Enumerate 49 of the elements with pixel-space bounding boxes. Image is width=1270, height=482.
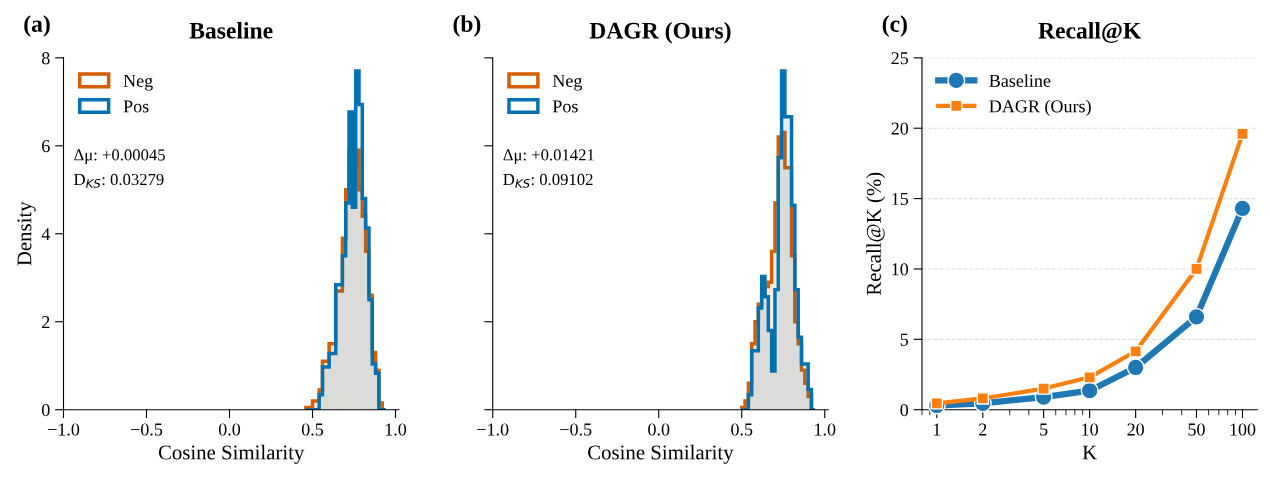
y-tick-label: 0 [900, 403, 909, 417]
chart-title: DAGR (Ours) [589, 22, 731, 44]
x-tick-label: 1.0 [385, 423, 407, 436]
annotation: D$_{KS}$: 0.03279 [74, 173, 164, 188]
text: (b) [453, 15, 481, 37]
y-axis-title: Recall@K (%) [866, 172, 886, 296]
x-tick-label: 100 [1230, 423, 1256, 436]
y-tick-label: 25 [891, 52, 909, 65]
x-tick-label: 50 [1188, 423, 1205, 436]
annotation: Δμ: +0.01421 [503, 149, 594, 164]
y-tick-label: 5 [900, 333, 909, 346]
chart-title: Recall@K [1038, 22, 1142, 43]
legend-label: Neg [552, 74, 583, 91]
annotation: D$_{KS}$: 0.09102 [503, 173, 593, 188]
x-tick-label: 0.0 [648, 423, 670, 436]
x-axis-title: K [1082, 445, 1097, 460]
y-tick-label: 4 [41, 228, 51, 241]
x-tick-label: 0.5 [301, 423, 324, 436]
text: (c) [882, 15, 907, 37]
x-tick-label: 0.0 [218, 423, 241, 436]
x-tick-label: 1.0 [815, 423, 836, 436]
x-axis-title: Cosine Similarity [158, 444, 305, 464]
x-tick-label: −0.5 [131, 423, 163, 436]
chart-title: Baseline [189, 22, 273, 39]
y-tick-label: 2 [42, 316, 50, 328]
y-axis-title: Density [17, 201, 36, 266]
x-tick-label: −1.0 [48, 423, 80, 436]
x-tick-label: 1 [933, 423, 941, 436]
x-axis-title: Cosine Similarity [588, 444, 734, 464]
annotation: Δμ: +0.00045 [74, 149, 165, 164]
y-tick-label: 0 [41, 403, 50, 417]
x-tick-label: 0.5 [731, 423, 753, 436]
x-tick-label: 2 [979, 423, 987, 436]
y-tick-label: 8 [41, 52, 50, 65]
y-tick-label: 15 [892, 192, 909, 206]
y-tick-label: 10 [892, 263, 909, 276]
y-tick-label: 6 [42, 140, 50, 153]
x-tick-label: 5 [1040, 423, 1048, 436]
y-tick-label: 20 [891, 122, 909, 135]
text: (a) [24, 15, 50, 37]
legend-label: Pos [123, 100, 149, 113]
legend-label: Baseline [989, 74, 1051, 87]
legend-label: Neg [123, 74, 153, 91]
x-tick-label: −1.0 [477, 423, 509, 436]
x-tick-label: −0.5 [560, 423, 592, 436]
x-tick-label: 20 [1127, 423, 1144, 436]
legend-label: DAGR (Ours) [989, 99, 1091, 117]
legend-label: Pos [552, 100, 578, 113]
x-tick-label: 10 [1082, 423, 1098, 436]
